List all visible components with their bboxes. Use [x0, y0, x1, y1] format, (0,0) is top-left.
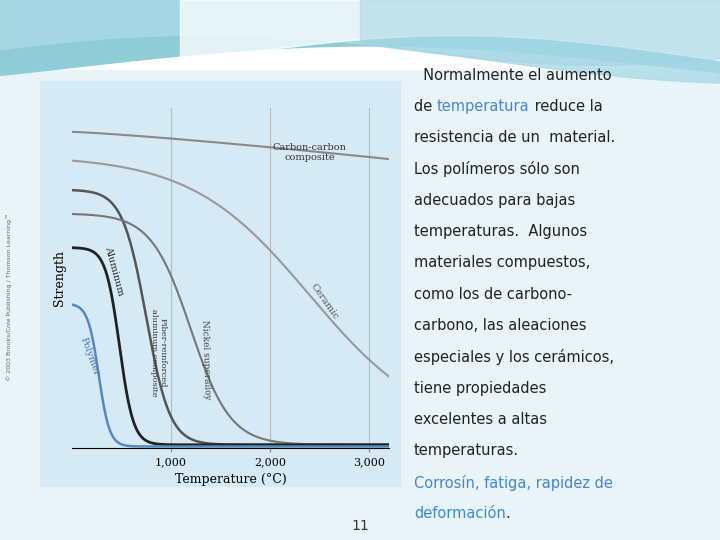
Text: Normalmente el aumento: Normalmente el aumento: [414, 68, 611, 83]
Text: materiales compuestos,: materiales compuestos,: [414, 255, 590, 271]
Text: Nickel superalloy: Nickel superalloy: [199, 320, 212, 400]
Text: especiales y los cerámicos,: especiales y los cerámicos,: [414, 349, 614, 366]
Text: de: de: [414, 99, 437, 114]
Text: Aluminum: Aluminum: [103, 246, 125, 297]
Text: carbono, las aleaciones: carbono, las aleaciones: [414, 318, 587, 333]
Y-axis label: Strength: Strength: [53, 250, 66, 306]
Text: Corrosín, fatiga, rapidez de: Corrosín, fatiga, rapidez de: [414, 475, 613, 491]
Text: adecuados para bajas: adecuados para bajas: [414, 193, 575, 208]
Text: deformación: deformación: [414, 506, 505, 521]
Text: Ceramic: Ceramic: [309, 282, 340, 321]
Text: 11: 11: [351, 519, 369, 534]
X-axis label: Temperature (°C): Temperature (°C): [174, 473, 287, 486]
Text: Los polímeros sólo son: Los polímeros sólo son: [414, 161, 580, 178]
Bar: [40, 81, 400, 486]
Text: © 2003 Brooks/Cole Publishing / Thomson Learning™: © 2003 Brooks/Cole Publishing / Thomson …: [6, 213, 12, 381]
Text: .: .: [505, 506, 510, 521]
Text: Fiber-reinforced
aluminum composite: Fiber-reinforced aluminum composite: [150, 309, 167, 397]
Text: temperaturas.  Algunos: temperaturas. Algunos: [414, 224, 587, 239]
Text: como los de carbono-: como los de carbono-: [414, 287, 572, 302]
Bar: [0, 70, 720, 540]
Text: temperatura: temperatura: [437, 99, 529, 114]
Text: Polymer: Polymer: [78, 336, 101, 377]
Text: temperaturas.: temperaturas.: [414, 443, 519, 458]
Text: excelentes a altas: excelentes a altas: [414, 412, 547, 427]
Text: reduce la: reduce la: [529, 99, 602, 114]
Text: tiene propiedades: tiene propiedades: [414, 381, 546, 396]
Text: resistencia de un  material.: resistencia de un material.: [414, 130, 616, 145]
Text: Carbon-carbon
composite: Carbon-carbon composite: [273, 143, 346, 162]
